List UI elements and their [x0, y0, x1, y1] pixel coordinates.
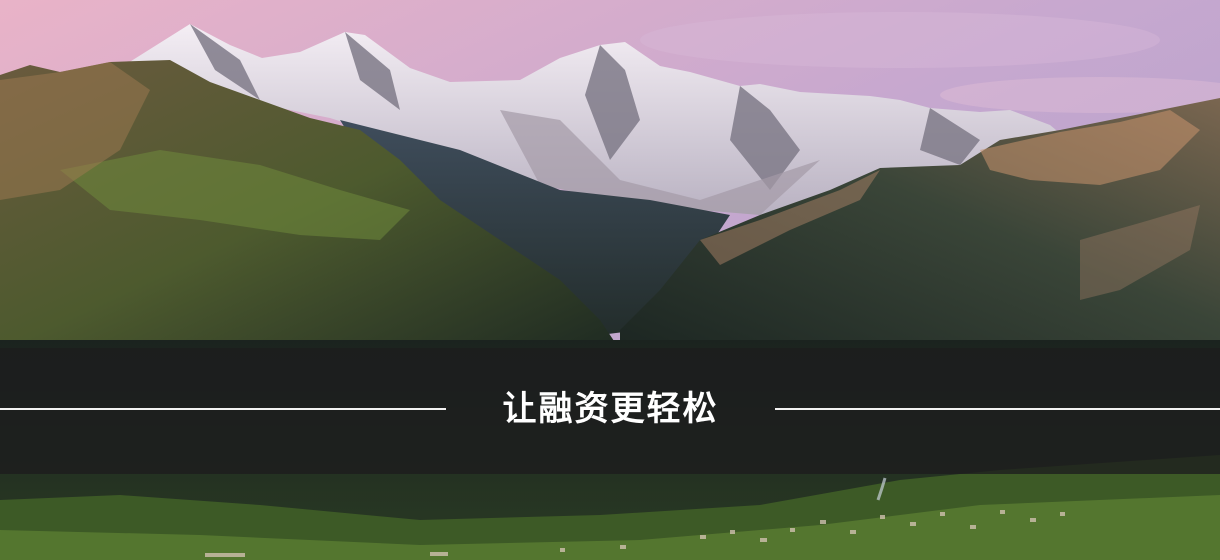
cloud [640, 12, 1160, 68]
rock-face [500, 110, 820, 215]
river [876, 477, 887, 501]
right-divider-line [775, 408, 1220, 410]
left-ridge-light [0, 62, 150, 200]
right-cliff-light [700, 170, 880, 265]
cloud [940, 77, 1220, 113]
banner-headline: 让融资更轻松 [502, 389, 719, 429]
rock-shadows [190, 24, 980, 190]
left-divider-line [0, 408, 446, 410]
right-cliff-light [980, 110, 1200, 185]
left-meadow [60, 150, 410, 240]
headline-overlay: 让融资更轻松 [0, 348, 1220, 474]
right-cliff-light [1080, 205, 1200, 300]
meadow-strip [0, 495, 1220, 560]
village [205, 510, 1065, 557]
valley-haze [340, 120, 730, 340]
